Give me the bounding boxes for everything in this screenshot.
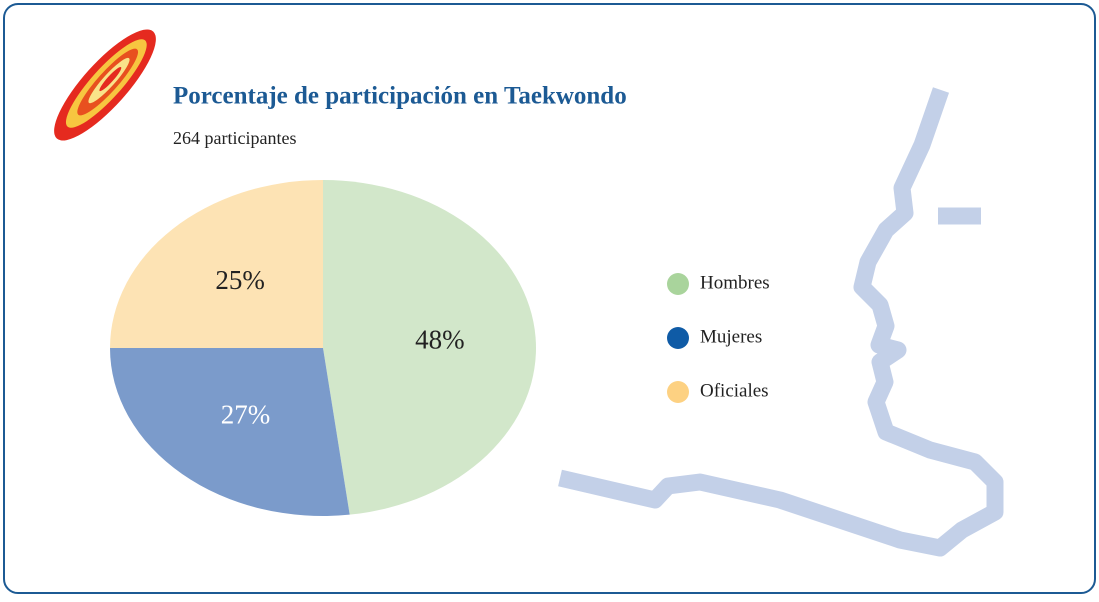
legend-label: Mujeres: [700, 326, 762, 347]
page: Porcentaje de participación en Taekwondo…: [0, 0, 1099, 602]
legend: Hombres Mujeres Oficiales: [667, 272, 770, 403]
legend-label: Oficiales: [700, 380, 769, 401]
chart: Porcentaje de participación en Taekwondo…: [0, 0, 1099, 597]
pie: 48% 27% 25%: [110, 180, 536, 516]
chart-title: Porcentaje de participación en Taekwondo: [173, 83, 627, 110]
legend-marker: [667, 327, 689, 349]
slice-label: 48%: [415, 324, 465, 354]
legend-marker: [667, 381, 689, 403]
legend-marker: [667, 273, 689, 295]
chart-subtitle: 264 participantes: [173, 128, 296, 148]
slice-label: 27%: [221, 400, 271, 430]
slice-label: 25%: [215, 265, 265, 295]
legend-label: Hombres: [700, 272, 770, 293]
